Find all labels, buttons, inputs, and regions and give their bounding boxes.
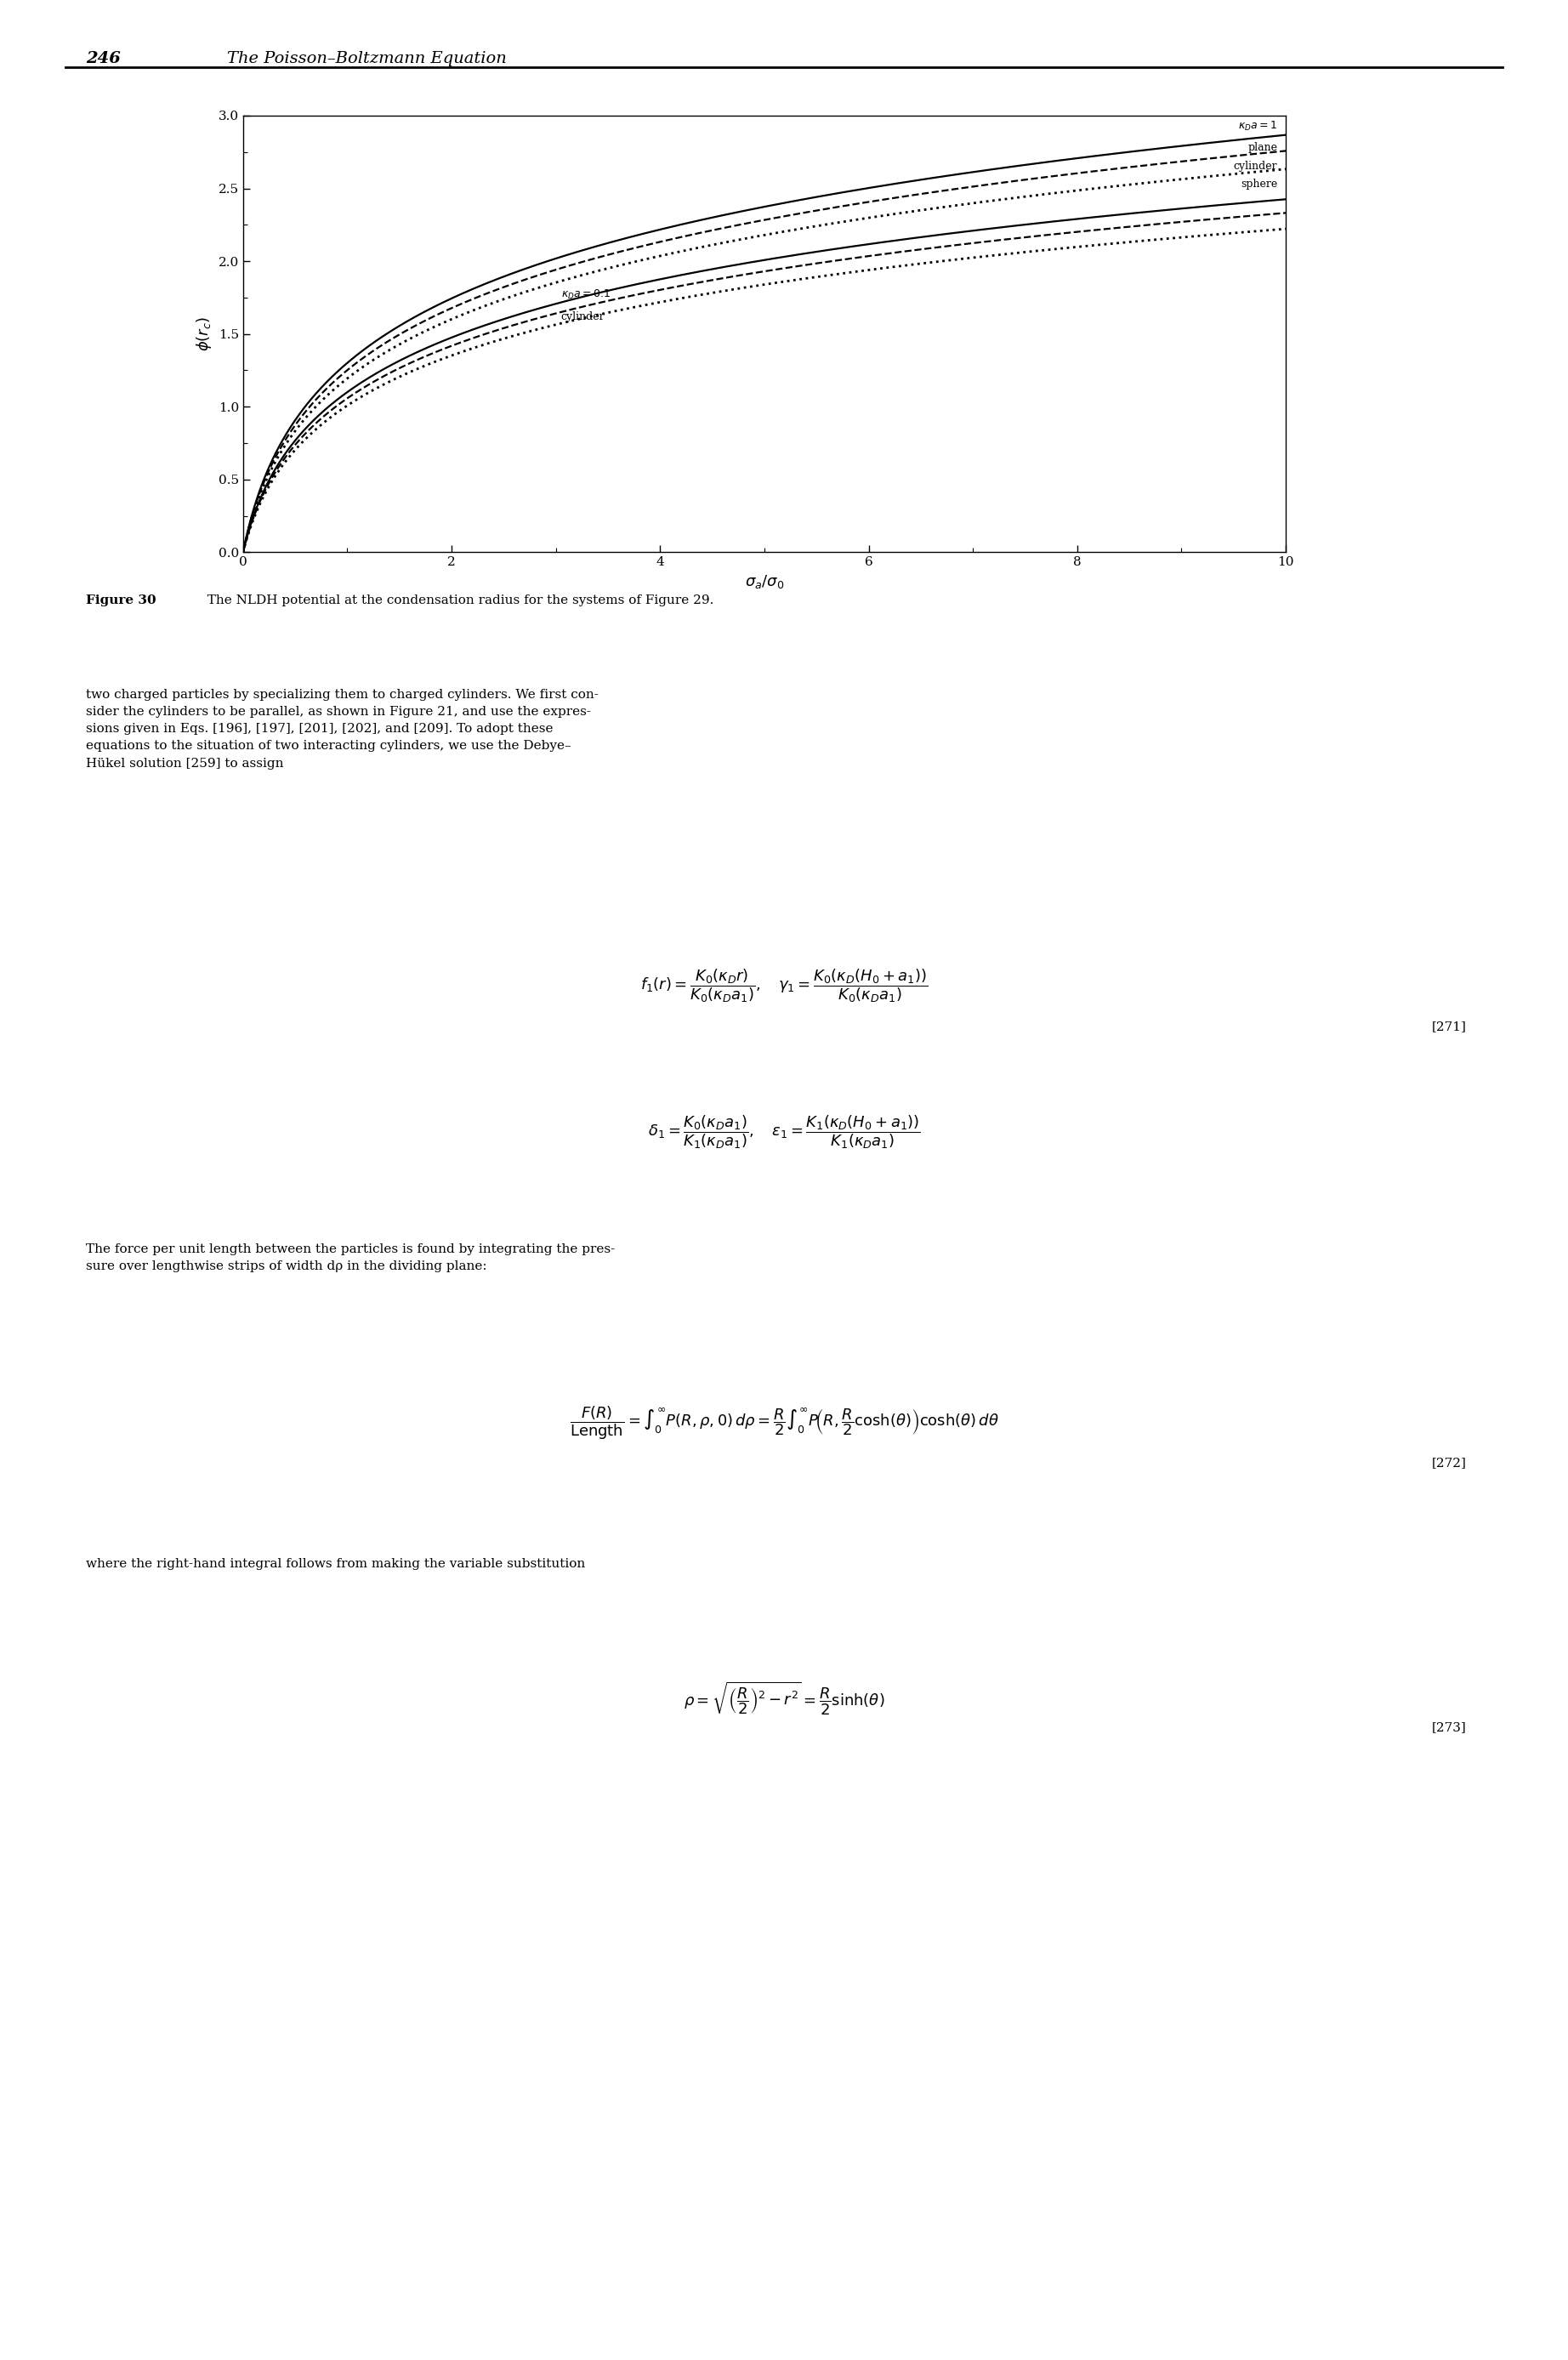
Text: cylinder: cylinder [561,312,605,321]
Text: where the right-hand integral follows from making the variable substitution: where the right-hand integral follows fr… [86,1558,585,1569]
Text: 246: 246 [86,50,121,66]
Y-axis label: $\phi(r_c)$: $\phi(r_c)$ [194,316,213,352]
Text: $f_1(r) = \dfrac{K_0(\kappa_D r)}{K_0(\kappa_D a_1)}, \quad \gamma_1 = \dfrac{K_: $f_1(r) = \dfrac{K_0(\kappa_D r)}{K_0(\k… [640,968,928,1005]
Text: two charged particles by specializing them to charged cylinders. We first con-
s: two charged particles by specializing th… [86,689,599,769]
Text: $\rho = \sqrt{\left(\dfrac{R}{2}\right)^2 - r^2} = \dfrac{R}{2}\sinh(\theta)$: $\rho = \sqrt{\left(\dfrac{R}{2}\right)^… [684,1680,884,1718]
Text: The force per unit length between the particles is found by integrating the pres: The force per unit length between the pa… [86,1244,615,1272]
Text: $\kappa_D a = 0.1$: $\kappa_D a = 0.1$ [561,288,610,302]
Text: $\kappa_D a = 1$: $\kappa_D a = 1$ [1239,120,1278,132]
X-axis label: $\sigma_a/\sigma_0$: $\sigma_a/\sigma_0$ [745,573,784,590]
Text: Figure 30: Figure 30 [86,595,157,607]
Text: plane: plane [1248,142,1278,153]
Text: The Poisson–Boltzmann Equation: The Poisson–Boltzmann Equation [227,50,506,66]
Text: [273]: [273] [1432,1720,1466,1735]
Text: $\delta_1 = \dfrac{K_0(\kappa_D a_1)}{K_1(\kappa_D a_1)}, \quad \varepsilon_1 = : $\delta_1 = \dfrac{K_0(\kappa_D a_1)}{K_… [648,1114,920,1152]
Text: [271]: [271] [1432,1020,1466,1034]
Text: sphere: sphere [1240,179,1278,189]
Text: The NLDH potential at the condensation radius for the systems of Figure 29.: The NLDH potential at the condensation r… [199,595,713,607]
Text: $\dfrac{F(R)}{\mathrm{Length}} = \int_0^{\infty} P(R,\rho,0)\,d\rho = \dfrac{R}{: $\dfrac{F(R)}{\mathrm{Length}} = \int_0^… [569,1404,999,1442]
Text: [272]: [272] [1432,1456,1466,1470]
Text: cylinder: cylinder [1234,160,1278,172]
